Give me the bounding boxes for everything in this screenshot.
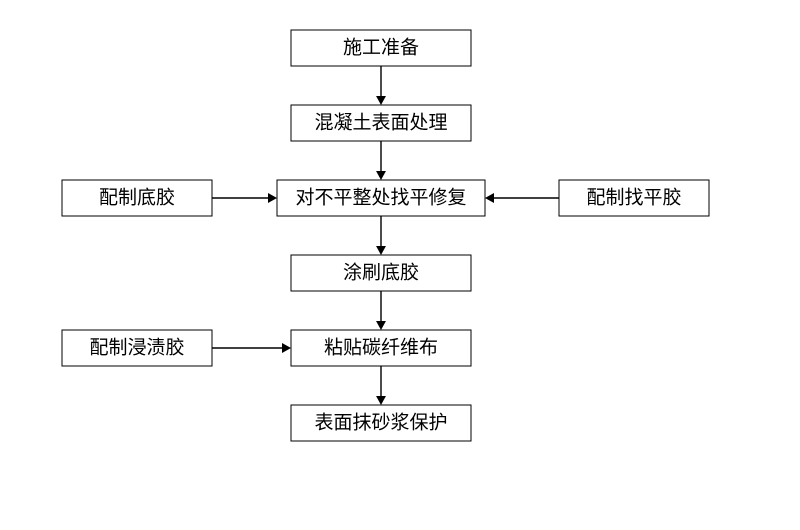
flow-arrow (376, 366, 386, 405)
flow-node: 粘贴碳纤维布 (291, 330, 471, 366)
flow-node: 表面抹砂浆保护 (291, 405, 471, 441)
flow-arrow (376, 216, 386, 255)
node-label: 配制找平胶 (586, 187, 681, 209)
node-label: 涂刷底胶 (343, 262, 419, 284)
flow-arrow (212, 343, 291, 353)
flowchart-canvas: 施工准备混凝土表面处理配制底胶 对不平整处找平修复 配制找平胶涂刷底胶配制浸渍胶 粘贴… (0, 0, 800, 530)
flow-arrow (376, 141, 386, 180)
flow-node: 对不平整处找平修复 (277, 180, 485, 216)
node-label: 配制底胶 (99, 187, 175, 209)
flow-node: 配制浸渍胶 (62, 330, 212, 366)
node-label: 表面抹砂浆保护 (314, 412, 447, 434)
flow-arrow (376, 66, 386, 105)
node-label: 粘贴碳纤维布 (324, 337, 438, 359)
flow-node: 涂刷底胶 (291, 255, 471, 291)
node-label: 配制浸渍胶 (89, 337, 184, 359)
node-label: 对不平整处找平修复 (295, 187, 466, 209)
flow-arrow (485, 193, 559, 203)
flow-arrow (376, 291, 386, 330)
flow-node: 混凝土表面处理 (291, 105, 471, 141)
node-label: 混凝土表面处理 (314, 112, 447, 134)
flow-node: 配制底胶 (62, 180, 212, 216)
node-label: 施工准备 (343, 37, 419, 59)
flow-arrow (212, 193, 277, 203)
flow-node: 施工准备 (291, 30, 471, 66)
flow-node: 配制找平胶 (559, 180, 709, 216)
